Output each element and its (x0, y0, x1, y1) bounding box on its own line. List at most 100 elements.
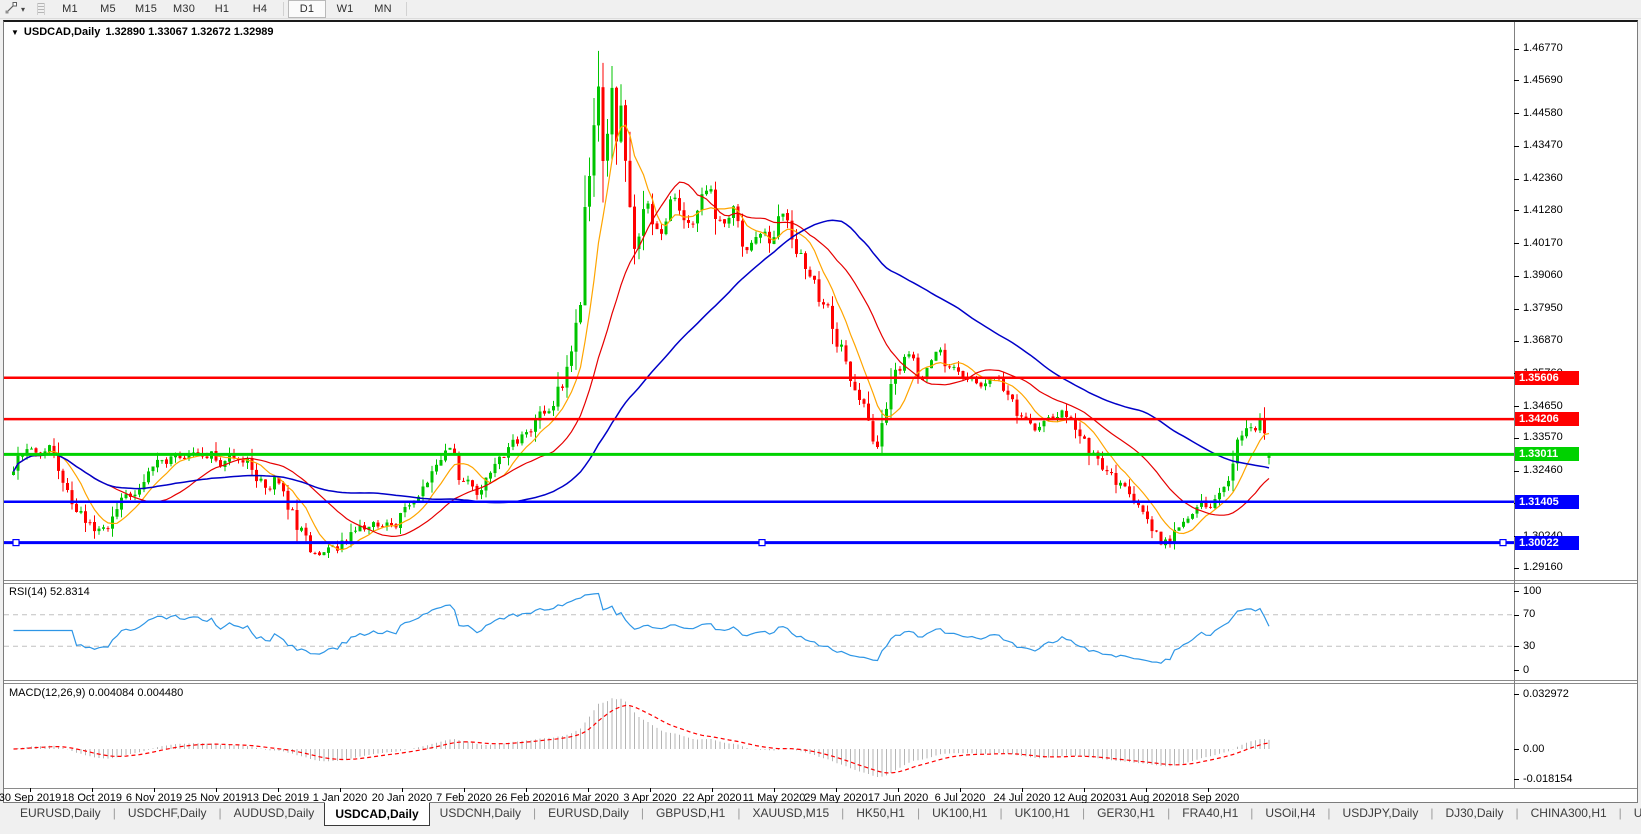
date-axis-tick (898, 788, 899, 792)
chart-tab-XAUUSD-M15[interactable]: XAUUSD,M15 (752, 806, 830, 820)
chart-tab-EURUSD-Daily[interactable]: EURUSD,Daily (548, 806, 629, 820)
tab-separator: | (1081, 806, 1086, 820)
tab-separator: | (112, 806, 116, 820)
price-axis-tick (1514, 276, 1519, 277)
pane-separator[interactable] (4, 580, 1637, 581)
rsi-axis-label: 100 (1523, 585, 1542, 597)
pane-separator[interactable] (4, 583, 1637, 584)
macd-axis-label: 0.032972 (1523, 688, 1569, 700)
timeframe-button-D1[interactable]: D1 (288, 0, 327, 18)
chart-tab-EURUSD-Daily[interactable]: EURUSD,Daily (20, 806, 101, 820)
price-axis-label: 1.43470 (1523, 139, 1563, 151)
date-axis-tick (154, 788, 155, 792)
tab-separator: | (999, 806, 1003, 820)
price-axis-tick (1514, 568, 1519, 569)
chart-tab-FRA40-H1[interactable]: FRA40,H1 (1182, 806, 1239, 820)
chart-tab-AUDUSD-Daily[interactable]: AUDUSD,Daily (233, 806, 315, 820)
chart-tab-GER30-H1[interactable]: GER30,H1 (1097, 806, 1156, 820)
title-caret-icon[interactable]: ▼ (11, 27, 19, 37)
date-axis-tick (650, 788, 651, 792)
price-axis-tick (1514, 146, 1519, 147)
chart-tab-USDJPY-Daily[interactable]: USDJPY,Daily (1342, 806, 1419, 820)
timeframe-button-H1[interactable]: H1 (214, 3, 230, 15)
chart-tab-UK100-H1[interactable]: UK100,H1 (1014, 806, 1070, 820)
tab-separator: | (218, 806, 222, 820)
toolbar-grip[interactable] (37, 3, 46, 15)
price-axis-tick (1514, 49, 1519, 50)
rsi-axis-tick (1514, 591, 1519, 592)
macd-panel-chart[interactable] (4, 684, 1514, 788)
price-axis-label: 1.36870 (1523, 334, 1563, 346)
date-axis-tick (402, 788, 403, 792)
top-toolbar: ▾ M1 M5 M15 M30 H1 H4 D1 W1 MN (0, 0, 1641, 19)
pane-separator[interactable] (4, 680, 1637, 681)
chart-tab-DJ30-Daily[interactable]: DJ30,Daily (1445, 806, 1504, 820)
chart-tab-GBPUSD-H1[interactable]: GBPUSD,H1 (655, 806, 726, 820)
date-axis-tick (712, 788, 713, 792)
timeframe-button-W1[interactable]: W1 (336, 3, 354, 15)
price-axis-label: 1.45690 (1523, 74, 1563, 86)
tool-dropdown-caret[interactable]: ▾ (21, 4, 26, 14)
tab-separator: | (533, 806, 537, 820)
chart-window-inner: ▼ USDCAD,Daily 1.32890 1.33067 1.32672 1… (0, 22, 1637, 804)
tab-separator: | (1618, 806, 1622, 820)
tab-separator: | (1327, 806, 1331, 820)
chart-tab-USOil-H[interactable]: USOil,H (1633, 806, 1641, 820)
price-line-label: 1.33011 (1515, 447, 1579, 461)
price-axis-label: 1.29160 (1523, 561, 1563, 573)
tab-separator: | (737, 806, 741, 820)
chart-tab-UK100-H1[interactable]: UK100,H1 (932, 806, 988, 820)
date-axis-tick (588, 788, 589, 792)
macd-axis-tick (1514, 694, 1519, 695)
chart-tab-USDCNH-Daily[interactable]: USDCNH,Daily (439, 806, 522, 820)
date-axis-tick (836, 788, 837, 792)
date-axis-label: 30 Sep 2019 (0, 792, 62, 804)
price-axis-label: 1.42360 (1523, 172, 1563, 184)
date-axis-label: 13 Dec 2019 (246, 792, 310, 804)
rsi-panel-chart[interactable] (4, 584, 1514, 679)
price-axis-tick (1514, 243, 1519, 244)
timeframe-button-MN[interactable]: MN (374, 3, 392, 15)
price-axis-tick (1514, 309, 1519, 310)
price-chart[interactable] (4, 22, 1514, 580)
chart-tab-CHINA300-H1[interactable]: CHINA300,H1 (1530, 806, 1607, 820)
chart-tab-HK50-H1[interactable]: HK50,H1 (856, 806, 905, 820)
macd-axis-label: 0.00 (1523, 743, 1545, 755)
date-axis-label: 31 Aug 2020 (1115, 792, 1177, 804)
price-line-label: 1.30022 (1515, 536, 1579, 550)
price-axis-tick (1514, 179, 1519, 180)
price-axis-label: 1.32460 (1523, 464, 1563, 476)
chart-tab-USOil-H4[interactable]: USOil,H4 (1265, 806, 1316, 820)
price-axis-tick (1514, 80, 1519, 81)
date-axis-label: 6 Nov 2019 (125, 792, 183, 804)
date-axis-label: 6 Jul 2020 (934, 792, 986, 804)
price-axis-tick (1514, 471, 1519, 472)
timeframe-button-M5[interactable]: M5 (100, 3, 116, 15)
date-axis-tick (30, 788, 31, 792)
rsi-axis-label: 70 (1523, 608, 1536, 620)
date-axis-tick (1208, 788, 1209, 792)
chart-symbol-label: USDCAD,Daily (23, 26, 101, 38)
rsi-axis-tick (1514, 646, 1519, 647)
price-axis-tick (1514, 406, 1519, 407)
timeframe-button-M30[interactable]: M30 (173, 3, 196, 15)
pane-separator[interactable] (4, 683, 1637, 684)
date-axis-label: 29 May 2020 (804, 792, 868, 804)
tab-separator: | (1250, 806, 1254, 820)
price-axis-label: 1.41280 (1523, 204, 1563, 216)
macd-axis-label: -0.018154 (1523, 773, 1573, 785)
timeframe-button-M15[interactable]: M15 (135, 3, 158, 15)
chart-tab-USDCHF-Daily[interactable]: USDCHF,Daily (127, 806, 207, 820)
tab-separator: | (841, 806, 845, 820)
tab-separator: | (1167, 806, 1171, 820)
price-line-label: 1.34206 (1515, 412, 1579, 426)
chart-tab-USDCAD-Daily[interactable]: USDCAD,Daily (324, 802, 430, 826)
chart-ohlc-values: 1.32890 1.33067 1.32672 1.32989 (105, 26, 274, 38)
timeframe-button-H4[interactable]: H4 (252, 3, 268, 15)
line-tools-button[interactable]: ▾ (0, 1, 29, 18)
date-axis-label: 18 Oct 2019 (62, 792, 122, 804)
timeframe-button-M1[interactable]: M1 (62, 3, 78, 15)
price-line-label: 1.35606 (1515, 371, 1579, 385)
price-line-label: 1.31405 (1515, 495, 1579, 509)
